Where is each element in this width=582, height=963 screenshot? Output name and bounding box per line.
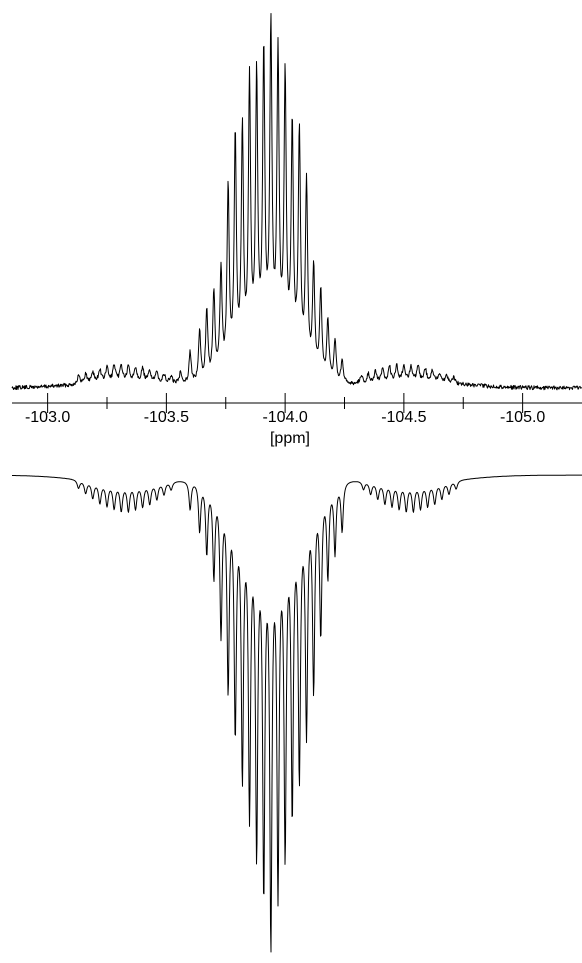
x-axis-label: [ppm]: [270, 430, 310, 447]
tick-label: -105.0: [500, 409, 545, 426]
ppm-axis: -103.0 -103.5 -104.0 -104.5 -105.0 [ppm]: [12, 393, 582, 447]
tick-label: -103.5: [144, 409, 189, 426]
upper-spectrum-trace: [11, 13, 582, 391]
axis-ticks: [47, 393, 524, 413]
tick-label: -103.0: [25, 409, 70, 426]
axis-tick-labels: -103.0 -103.5 -104.0 -104.5 -105.0: [25, 409, 545, 426]
tick-label: -104.5: [381, 409, 426, 426]
lower-spectrum-trace: [12, 474, 582, 953]
tick-label: -104.0: [262, 409, 307, 426]
lower-spectrum: [12, 474, 582, 953]
upper-spectrum: [11, 13, 582, 391]
